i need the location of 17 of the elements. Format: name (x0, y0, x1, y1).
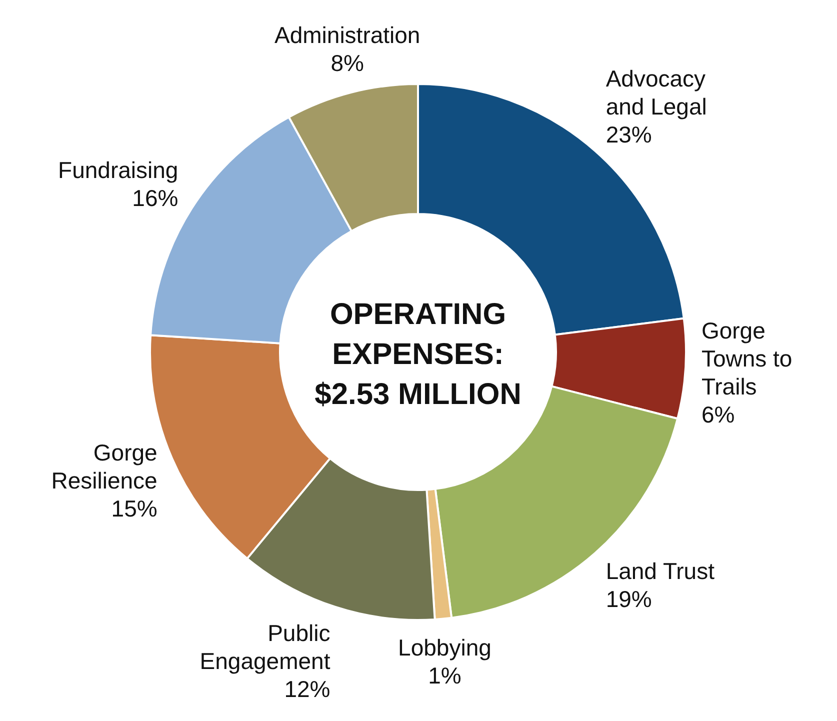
slice-label: Fundraising (58, 156, 178, 183)
slice-label: Administration (274, 22, 420, 48)
slice-label: Advocacy and Legal (606, 65, 707, 120)
slice-label: Land Trust (606, 558, 716, 584)
text: OPERATING EXPENSES: $2.53 MILLION (314, 298, 522, 411)
data-label: 15% (111, 495, 158, 522)
data-label: 19% (606, 586, 652, 612)
data-label: 23% (606, 121, 652, 148)
slice-label: Gorge Towns to Trails (701, 317, 792, 400)
slice-label: Gorge Resilience (51, 439, 158, 494)
data-label: 12% (284, 676, 330, 702)
data-label: 6% (701, 401, 735, 428)
slice-label: Public Engagement (200, 620, 331, 674)
data-label: 1% (428, 662, 462, 689)
data-label: 8% (330, 50, 364, 76)
data-label: 16% (132, 184, 178, 211)
slice-label: Lobbying (398, 634, 492, 661)
